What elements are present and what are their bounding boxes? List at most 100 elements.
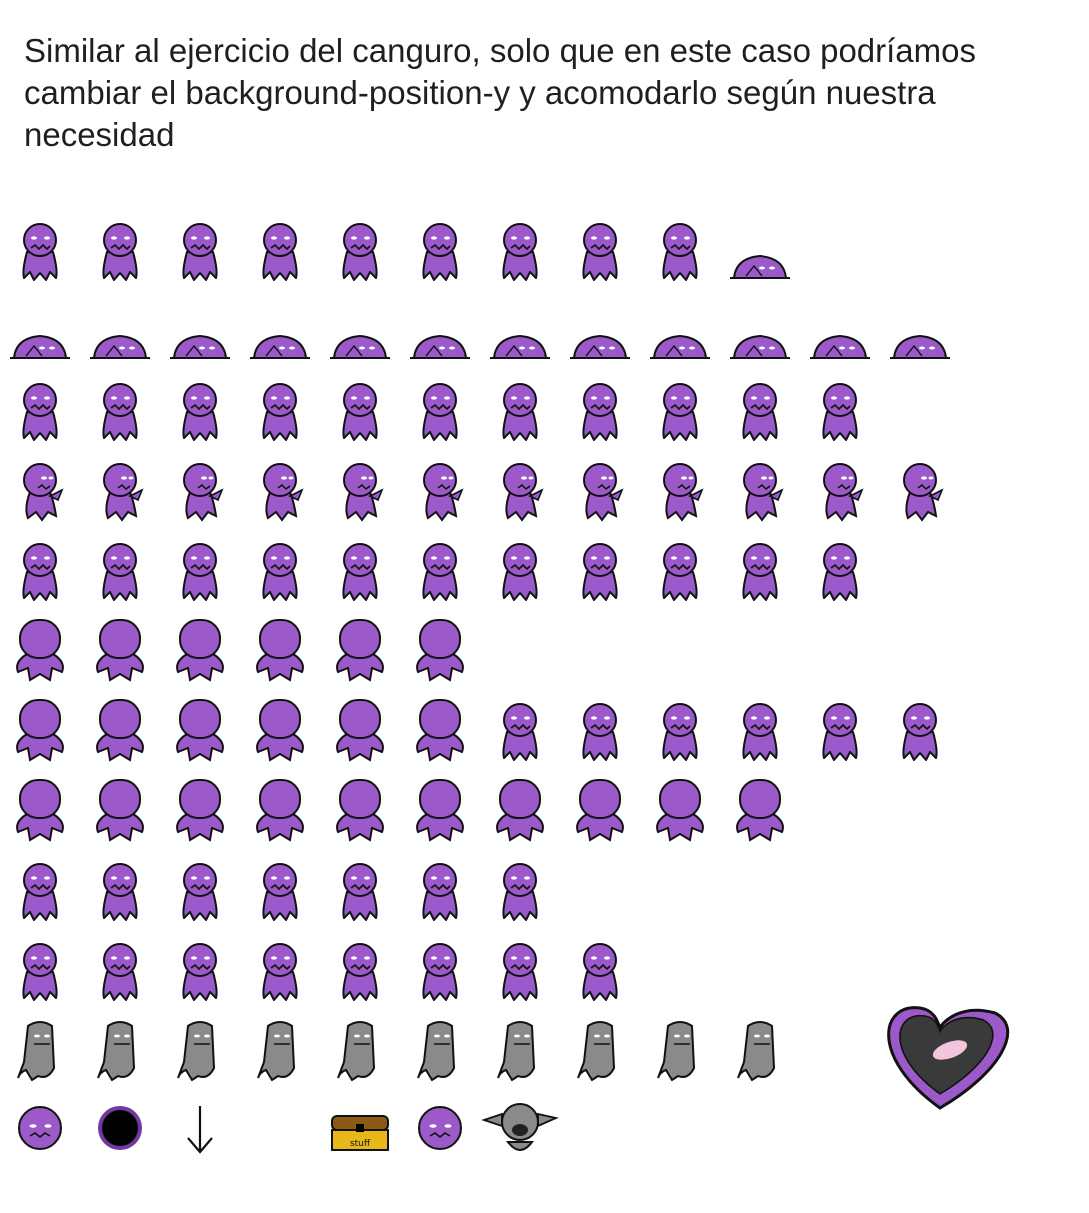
back-sprite	[96, 619, 144, 682]
back-sprite	[256, 779, 304, 842]
front-sprite	[102, 383, 138, 441]
back-sprite	[336, 779, 384, 842]
back-sprite	[416, 619, 464, 682]
front-sprite	[22, 383, 58, 441]
gray-sprite	[257, 1021, 296, 1082]
side-sprite	[503, 463, 544, 522]
front-sprite	[582, 703, 618, 761]
front-sprite	[662, 703, 698, 761]
front-sprite	[102, 943, 138, 1001]
back-sprite	[16, 779, 64, 842]
front-sprite	[502, 543, 538, 601]
front-sprite	[182, 543, 218, 601]
front-sprite	[822, 383, 858, 441]
side-sprite	[23, 463, 64, 522]
back-sprite	[336, 699, 384, 762]
side-sprite	[663, 463, 704, 522]
front-sprite	[662, 543, 698, 601]
back-sprite	[256, 619, 304, 682]
front-sprite	[342, 223, 378, 281]
gray-sprite	[657, 1021, 696, 1082]
back-sprite	[736, 779, 784, 842]
gray-sprite	[17, 1021, 56, 1082]
purple-head-sprite	[18, 1106, 62, 1150]
front-sprite	[182, 223, 218, 281]
lying-sprite	[170, 334, 230, 359]
side-sprite	[423, 463, 464, 522]
front-sprite	[742, 543, 778, 601]
lying-sprite	[330, 334, 390, 359]
front-sprite	[502, 703, 538, 761]
lying-sprite	[570, 334, 630, 359]
purple-head-sprite	[418, 1106, 462, 1150]
caption-text: Similar al ejercicio del canguro, solo q…	[24, 32, 977, 153]
back-sprite	[16, 619, 64, 682]
gray-sprite	[337, 1021, 376, 1082]
front-sprite	[502, 943, 538, 1001]
treasure-chest-sprite: stuff	[331, 1115, 389, 1151]
side-sprite	[743, 463, 784, 522]
heart-sprite	[887, 1006, 1010, 1110]
front-sprite	[262, 543, 298, 601]
front-sprite	[902, 703, 938, 761]
front-sprite	[582, 543, 618, 601]
front-sprite	[102, 543, 138, 601]
front-sprite	[742, 703, 778, 761]
front-sprite	[22, 943, 58, 1001]
gray-sprite	[97, 1021, 136, 1082]
lying-sprite	[10, 334, 70, 359]
back-sprite	[176, 619, 224, 682]
front-sprite	[582, 223, 618, 281]
front-sprite	[342, 383, 378, 441]
front-sprite	[262, 863, 298, 921]
side-sprite	[583, 463, 624, 522]
front-sprite	[102, 223, 138, 281]
back-sprite	[96, 699, 144, 762]
side-sprite	[103, 463, 144, 522]
lying-sprite	[650, 334, 710, 359]
front-sprite	[822, 543, 858, 601]
front-sprite	[582, 383, 618, 441]
front-sprite	[262, 943, 298, 1001]
front-sprite	[182, 383, 218, 441]
front-sprite	[182, 943, 218, 1001]
gray-sprite	[577, 1021, 616, 1082]
back-sprite	[256, 699, 304, 762]
front-sprite	[502, 383, 538, 441]
lying-sprite	[810, 334, 870, 359]
front-sprite	[342, 863, 378, 921]
gray-sprite	[417, 1021, 456, 1082]
gray-goblin-sprite	[481, 1103, 559, 1151]
front-sprite	[502, 223, 538, 281]
side-sprite	[823, 463, 864, 522]
front-sprite	[422, 383, 458, 441]
front-sprite	[422, 223, 458, 281]
sprite-sheet: stuff	[10, 223, 1010, 1154]
gray-sprite	[497, 1021, 536, 1082]
front-sprite	[102, 863, 138, 921]
front-sprite	[342, 943, 378, 1001]
front-sprite	[422, 863, 458, 921]
back-sprite	[96, 779, 144, 842]
back-sprite	[416, 699, 464, 762]
front-sprite	[742, 383, 778, 441]
front-sprite	[182, 863, 218, 921]
back-sprite	[16, 699, 64, 762]
lying-sprite	[730, 254, 790, 279]
lying-sprite	[490, 334, 550, 359]
front-sprite	[822, 703, 858, 761]
front-sprite	[22, 863, 58, 921]
front-sprite	[422, 543, 458, 601]
down-arrow-sprite	[187, 1106, 213, 1154]
gray-sprite	[177, 1021, 216, 1082]
lying-sprite	[410, 334, 470, 359]
back-sprite	[496, 779, 544, 842]
lying-sprite	[250, 334, 310, 359]
gray-sprite	[737, 1021, 776, 1082]
back-sprite	[656, 779, 704, 842]
lying-sprite	[890, 334, 950, 359]
front-sprite	[22, 543, 58, 601]
front-sprite	[422, 943, 458, 1001]
lying-sprite	[90, 334, 150, 359]
chest-label: stuff	[350, 1139, 371, 1149]
